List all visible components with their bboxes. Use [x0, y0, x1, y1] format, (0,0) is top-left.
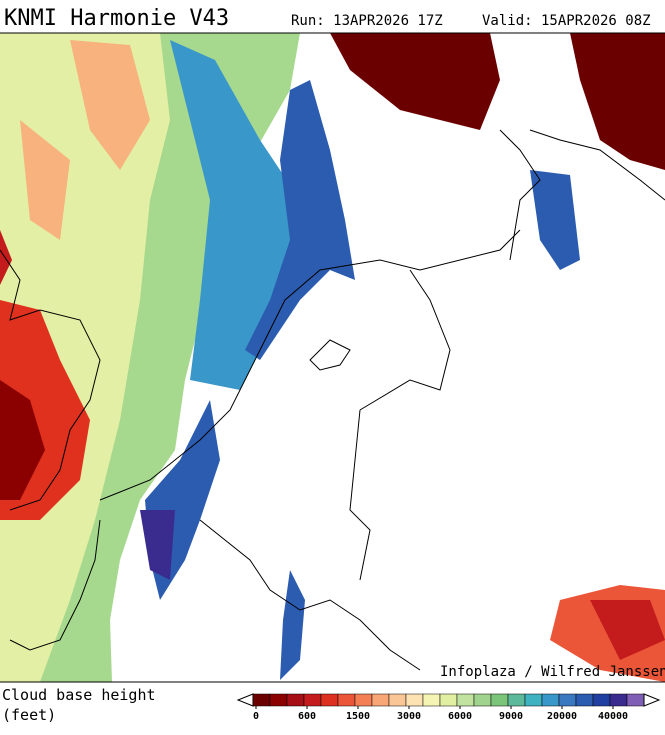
cloud-field-orange [20, 40, 150, 240]
colorbar-swatch [269, 693, 288, 707]
colorbar-swatch [456, 693, 475, 707]
cloud-field-purple [140, 510, 175, 580]
coastline-france [9, 519, 101, 651]
cloud-field-red-se [590, 600, 665, 660]
coastline-continent [99, 229, 521, 501]
coastline-england [0, 249, 101, 511]
cloud-field-blue-east [280, 570, 305, 680]
cloud-field-lightblue [170, 40, 300, 390]
header-band [0, 0, 665, 33]
colorbar-swatch [320, 693, 339, 707]
colorbar-swatch [558, 693, 577, 707]
colorbar-tick-label: 40000 [598, 711, 628, 722]
colorbar-arrow-left [236, 693, 254, 707]
colorbar-tick-label: 1500 [346, 711, 370, 722]
colorbar-swatch [354, 693, 373, 707]
colorbar-swatch [252, 693, 271, 707]
colorbar-swatch [422, 693, 441, 707]
colorbar-tick-label: 3000 [397, 711, 421, 722]
colorbar-swatch [439, 693, 458, 707]
colorbar-tick-label: 6000 [448, 711, 472, 722]
colorbar-swatch [473, 693, 492, 707]
cloud-field-darkred [0, 380, 45, 500]
colorbar-swatch [609, 693, 628, 707]
colorbar-tick-label: 20000 [547, 711, 577, 722]
border-east [349, 269, 451, 581]
legend-unit: (feet) [2, 706, 56, 724]
colorbar-swatch [524, 693, 543, 707]
colorbar: 0 600 1500 3000 6000 9000 20000 40000 [236, 693, 661, 722]
lake-ijsselmeer [309, 339, 351, 371]
border-south [199, 519, 421, 671]
colorbar-swatch [388, 693, 407, 707]
colorbar-tick-label: 0 [253, 711, 259, 722]
legend-label: Cloud base height [2, 686, 156, 704]
colorbar-swatch [592, 693, 611, 707]
map [0, 33, 665, 682]
colorbar-tick-label: 600 [298, 711, 316, 722]
coastline-denmark [499, 129, 665, 261]
colorbar-swatch [490, 693, 509, 707]
colorbar-swatch [507, 693, 526, 707]
colorbar-arrow-right [643, 693, 661, 707]
cloud-field-darkred-ne [330, 33, 665, 170]
colorbar-swatch [371, 693, 390, 707]
colorbar-swatch [541, 693, 560, 707]
colorbar-swatch [337, 693, 356, 707]
colorbar-swatch [626, 693, 645, 707]
cloud-field-blue [245, 80, 355, 360]
colorbar-swatch [575, 693, 594, 707]
colorbar-swatch [303, 693, 322, 707]
cloud-field-blue-ne [530, 170, 580, 270]
map-title: KNMI Harmonie V43 [4, 6, 229, 31]
valid-time: Valid: 15APR2026 08Z [482, 13, 651, 29]
credit: Infoplaza / Wilfred Janssen [440, 664, 665, 680]
colorbar-tick-label: 9000 [499, 711, 523, 722]
cloud-field-red-small [0, 230, 12, 285]
colorbar-swatch [286, 693, 305, 707]
run-time: Run: 13APR2026 17Z [291, 13, 443, 29]
colorbar-swatch [405, 693, 424, 707]
